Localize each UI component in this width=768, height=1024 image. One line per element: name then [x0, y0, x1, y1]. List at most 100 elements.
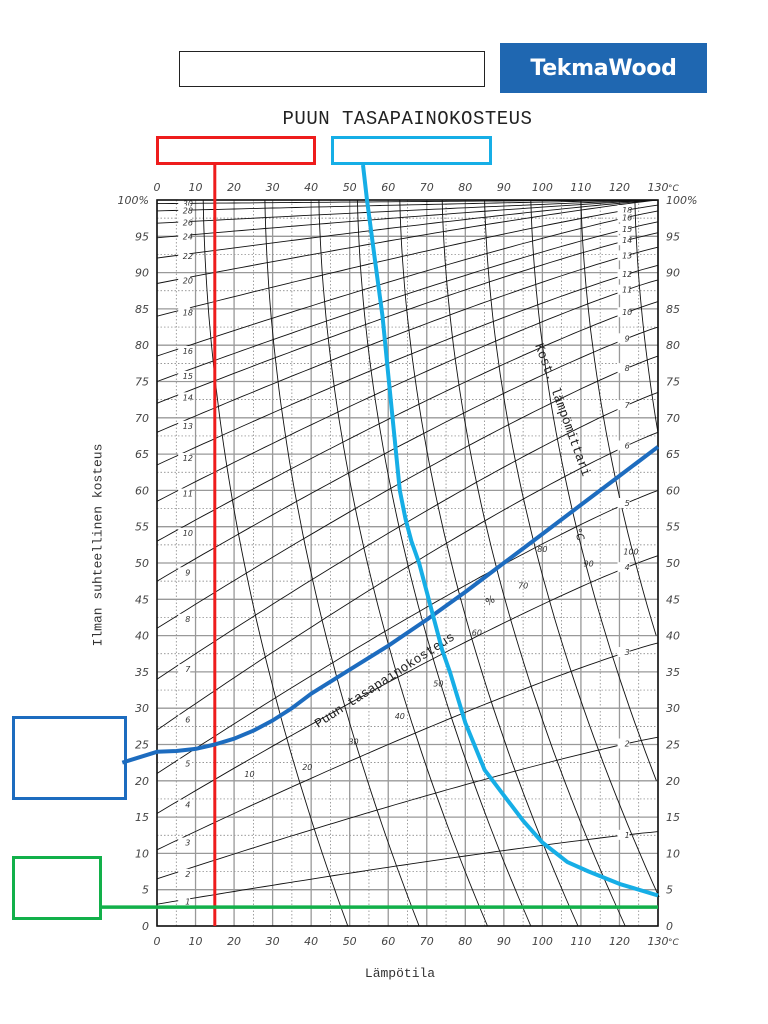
emc-label-bg — [617, 250, 630, 261]
emc-curve — [156, 355, 659, 629]
y-tick-right: 30 — [666, 702, 680, 715]
emc-label-bg — [178, 392, 191, 403]
y-tick-right: 10 — [666, 847, 680, 860]
x-tick-bottom: 40 — [304, 935, 318, 948]
emc-label-bg — [178, 346, 191, 357]
y-tick-right: 50 — [666, 557, 680, 570]
x-tick-top: 0 — [154, 181, 161, 194]
y-tick-left: 30 — [135, 702, 149, 715]
y-tick-left: 55 — [135, 521, 149, 534]
emc-label-right: 9 — [625, 334, 630, 343]
wet-bulb-label: 60 — [472, 629, 482, 638]
wet-bulb-label: 80 — [537, 545, 547, 554]
emc-label-right: 16 — [622, 213, 632, 222]
y-tick-left: 35 — [135, 666, 149, 679]
red-annotation-box — [156, 136, 316, 165]
cyan-curve — [361, 164, 659, 898]
emc-label-bg — [617, 235, 630, 246]
highlight-series — [102, 164, 660, 926]
emc-label-bg — [178, 714, 191, 725]
emc-label-left: 4 — [185, 800, 190, 809]
emc-label-bg — [178, 758, 191, 769]
x-tick-top: 100 — [532, 181, 553, 194]
y-tick-right: 65 — [666, 448, 680, 461]
emc-curve — [156, 431, 659, 731]
emc-label-bg — [617, 284, 630, 295]
emc-curves: 3028262422201818161615151414131312121111… — [156, 198, 659, 907]
emc-label-right: 11 — [622, 286, 632, 295]
wet-bulb-label: 100 — [623, 547, 638, 556]
plot-border — [156, 199, 659, 927]
emc-label-bg — [178, 420, 191, 431]
emc-label-bg — [617, 307, 630, 318]
x-tick-top: 90 — [497, 181, 511, 194]
x-tick-top: 110 — [570, 181, 591, 194]
blue-annotation-box — [12, 716, 127, 800]
y-tick-right: 15 — [666, 811, 680, 824]
emc-label-bg — [178, 488, 191, 499]
y-tick-left: 0 — [142, 920, 149, 933]
emc-label-bg — [178, 613, 191, 624]
y-tick-left: 70 — [135, 412, 149, 425]
emc-label-right: 2 — [625, 740, 630, 749]
logo-text: TekmaWood — [530, 55, 677, 81]
emc-label-right: 18 — [622, 206, 632, 215]
x-tick-bottom: 10 — [189, 935, 203, 948]
x-tick-top: 40 — [304, 181, 318, 194]
wet-bulb-label: 20 — [302, 763, 312, 772]
emc-label-left: 15 — [183, 372, 193, 381]
y-tick-left: 85 — [135, 303, 149, 316]
emc-curve — [156, 232, 659, 404]
emc-label-left: 22 — [183, 252, 193, 261]
y-tick-right: 95 — [666, 230, 680, 243]
emc-label-right: 6 — [625, 442, 630, 451]
y-tick-right: 90 — [666, 267, 680, 280]
emc-curve — [156, 489, 659, 774]
x-tick-bottom: 120 — [609, 935, 630, 948]
emc-label-right: 10 — [622, 308, 632, 317]
emc-label-bg — [617, 497, 630, 508]
x-tick-top: 130 — [648, 181, 669, 194]
x-tick-top: 60 — [381, 181, 395, 194]
x-tick-bottom: 130 — [648, 935, 669, 948]
emc-curve — [156, 642, 659, 851]
wet-bulb-label: 10 — [244, 770, 254, 779]
emc-label-right: 12 — [622, 270, 632, 279]
green-annotation-box — [12, 856, 102, 920]
emc-label-left: 6 — [185, 716, 190, 725]
emc-curve — [156, 199, 659, 284]
emc-label-bg — [178, 567, 191, 578]
emc-label-bg — [178, 251, 191, 262]
emc-label-right: 7 — [625, 401, 631, 410]
x-tick-top: 80 — [458, 181, 472, 194]
tekmawood-logo: TekmaWood — [500, 43, 707, 93]
emc-label-left: 14 — [183, 393, 193, 402]
y-tick-right: 45 — [666, 593, 680, 606]
emc-label-left: 9 — [185, 568, 190, 577]
title-input-box — [179, 51, 485, 87]
emc-label-right: 4 — [625, 563, 630, 572]
emc-label-right: 13 — [622, 251, 632, 260]
x-tick-bottom: 70 — [420, 935, 434, 948]
y-tick-left: 50 — [135, 557, 149, 570]
emc-label-left: 7 — [185, 665, 191, 674]
x-tick-bottom: 80 — [458, 935, 472, 948]
y-tick-left: 65 — [135, 448, 149, 461]
x-tick-bottom: 0 — [154, 935, 161, 948]
y-tick-left: 10 — [135, 847, 149, 860]
wet-bulb-curve — [399, 199, 579, 927]
wet-bulb-curve — [634, 199, 659, 433]
emc-label-right: 8 — [625, 364, 630, 373]
emc-label-bg — [178, 307, 191, 318]
emc-label-bg — [178, 896, 191, 907]
emc-label-right: 3 — [625, 648, 630, 657]
y-tick-left: 60 — [135, 484, 149, 497]
emc-label-left: 10 — [183, 529, 193, 538]
y-tick-left: 40 — [135, 630, 149, 643]
emc-label-left: 24 — [183, 232, 193, 241]
emc-label-bg — [617, 212, 630, 223]
emc-label-left: 2 — [185, 870, 190, 879]
y-tick-left: 25 — [135, 739, 149, 752]
emc-curve — [156, 210, 659, 357]
